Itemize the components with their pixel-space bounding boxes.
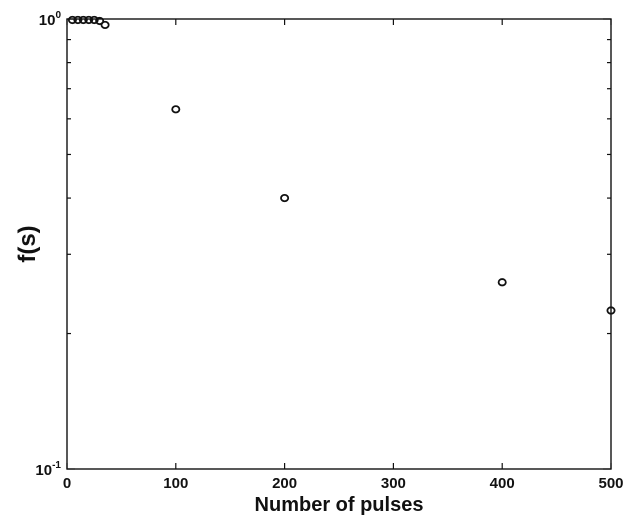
data-point bbox=[280, 193, 290, 203]
x-tick-label: 200 bbox=[272, 475, 297, 492]
data-point bbox=[606, 306, 616, 315]
data-point bbox=[95, 16, 105, 26]
data-point bbox=[100, 20, 110, 30]
x-tick-label: 0 bbox=[63, 475, 71, 492]
data-point bbox=[78, 15, 88, 25]
plot-area-frame bbox=[66, 18, 612, 470]
y-tick-label: 10-1 bbox=[35, 460, 61, 479]
data-point bbox=[73, 15, 83, 25]
x-axis: 0 100 200 300 400 500 bbox=[63, 19, 624, 492]
data-point bbox=[89, 15, 99, 25]
x-axis-label: Number of pulses bbox=[255, 494, 424, 516]
data-point bbox=[84, 15, 94, 25]
y-tick-label: 100 bbox=[39, 10, 62, 29]
data-point bbox=[171, 105, 181, 114]
y-axis: 100 10-1 bbox=[35, 10, 611, 479]
data-points bbox=[67, 15, 616, 315]
x-tick-label: 400 bbox=[490, 475, 515, 492]
x-tick-label: 500 bbox=[598, 475, 623, 492]
x-tick-label: 100 bbox=[163, 475, 188, 492]
data-point bbox=[497, 278, 507, 287]
y-axis-label: f(s) bbox=[14, 225, 41, 262]
data-point bbox=[67, 15, 77, 25]
x-tick-label: 300 bbox=[381, 475, 406, 492]
